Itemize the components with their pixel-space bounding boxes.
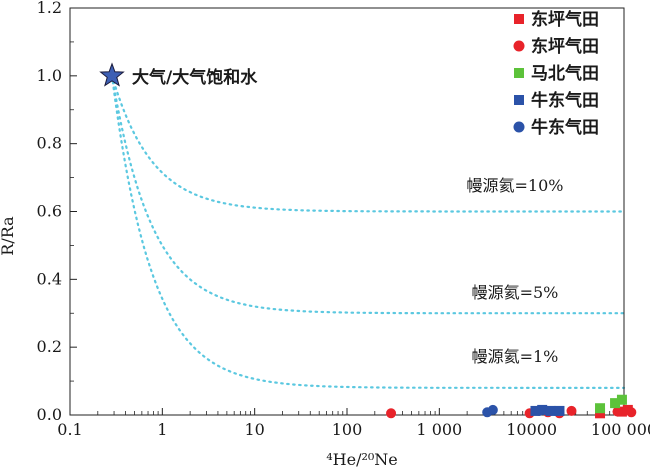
atmosphere-marker [99, 62, 125, 87]
data-point-circle [612, 406, 623, 417]
star-icon [99, 62, 125, 87]
y-tick-label: 1.0 [37, 66, 62, 85]
legend-label: 马北气田 [531, 63, 599, 84]
y-tick-label: 0.8 [37, 134, 62, 153]
legend-label: 牛东气田 [531, 117, 599, 138]
data-point-square [545, 405, 556, 416]
legend-square-icon [514, 14, 524, 24]
x-tick-label: 100 [332, 420, 363, 439]
data-point-circle [487, 404, 498, 415]
data-point-square [595, 408, 606, 419]
data-point-circle [566, 405, 577, 416]
data-point-circle [533, 405, 544, 416]
data-point-square [616, 394, 627, 405]
y-tick-label: 0.4 [37, 269, 62, 288]
data-point-circle [386, 408, 397, 419]
y-tick-label: 0.0 [37, 405, 62, 424]
x-tick-label: 10 [244, 420, 264, 439]
mixing-curve [110, 74, 626, 213]
mixing-curve-label: 幔源氦=1% [472, 347, 559, 366]
mixing-curve-label: 幔源氦=5% [472, 283, 559, 302]
data-points [386, 394, 637, 419]
x-tick-label: 10000 [506, 420, 557, 439]
legend-label: 东坪气田 [531, 36, 599, 57]
legend-square-icon [514, 95, 524, 105]
y-tick-label: 1.2 [37, 0, 62, 17]
x-axis-title: ⁴He/²⁰Ne [326, 450, 398, 469]
mixing-curve-label: 幔源氦=10% [467, 176, 564, 195]
y-tick-label: 0.6 [37, 202, 62, 221]
legend-circle-icon [513, 40, 525, 52]
legend-label: 东坪气田 [531, 9, 599, 30]
x-tick-label: 1 000 [416, 420, 462, 439]
mixing-curve [110, 74, 626, 389]
x-tick-label: 1 [157, 420, 167, 439]
y-tick-label: 0.2 [37, 337, 62, 356]
data-point-square [595, 403, 606, 414]
data-point-circle [626, 407, 637, 418]
x-tick-label: 100 000 [591, 420, 650, 439]
annotations: 幔源氦=10% 幔源氦=5% 幔源氦=1% 大气/大气饱和水 [132, 67, 563, 366]
legend-circle-icon [513, 121, 525, 133]
data-point-square [610, 398, 621, 409]
y-axis-title: R/Ra [0, 216, 17, 256]
data-point-square [554, 405, 565, 416]
mixing-lines [110, 74, 626, 389]
legend-square-icon [514, 68, 524, 78]
x-tick-label: 0.1 [57, 420, 82, 439]
legend-label: 牛东气田 [531, 90, 599, 111]
axes: 0.1 1 10 100 1 000 10000 100 000 0.0 0.2 0.4 0.6 0.… [37, 0, 650, 439]
mixing-curve [110, 74, 626, 315]
atmosphere-label: 大气/大气饱和水 [132, 67, 258, 88]
